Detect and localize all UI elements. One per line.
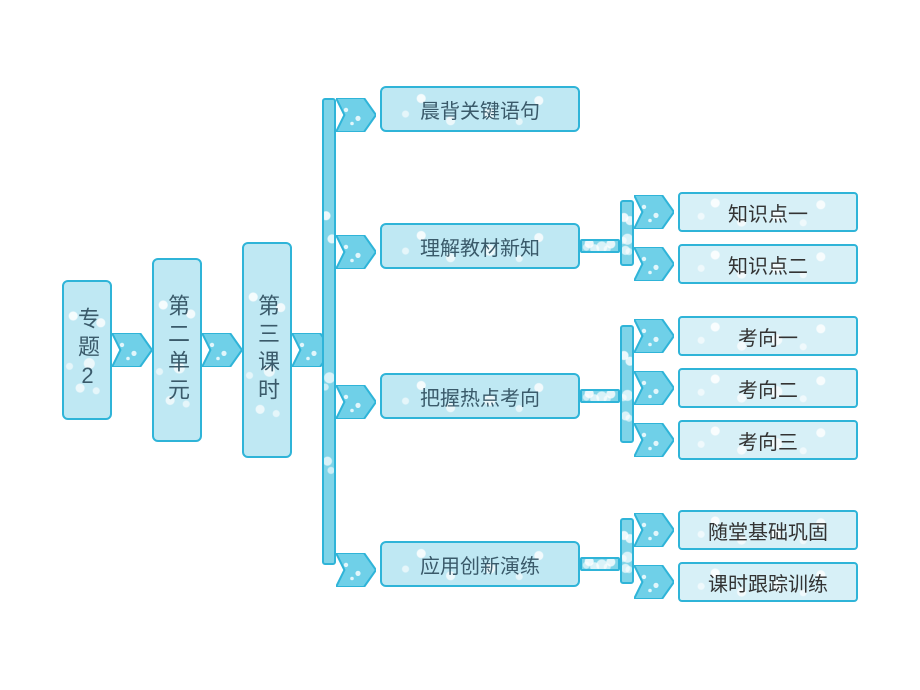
- leaf-6: 课时跟踪训练: [678, 562, 858, 602]
- spine-arrow-0: [112, 333, 152, 367]
- mid-arrow-m3: [336, 385, 376, 419]
- leaf-arrow-6: [634, 565, 674, 599]
- stub-m2: [580, 239, 620, 253]
- mid-m1-label: 晨背关键语句: [420, 95, 540, 124]
- leaf-arrow-5: [634, 513, 674, 547]
- spine-root: 专题2: [62, 280, 112, 420]
- spine-unit-label: 第二单元: [161, 294, 193, 406]
- stub-m4: [580, 557, 620, 571]
- mid-arrow-m2: [336, 235, 376, 269]
- mid-m2: 理解教材新知: [380, 223, 580, 269]
- leaf-0-label: 知识点一: [728, 198, 808, 227]
- leaf-6-label: 课时跟踪训练: [708, 568, 828, 597]
- leaf-3: 考向二: [678, 368, 858, 408]
- mid-arrow-m4: [336, 553, 376, 587]
- leaf-vbar-m4: [620, 518, 634, 584]
- mid-m1: 晨背关键语句: [380, 86, 580, 132]
- mid-m2-label: 理解教材新知: [420, 232, 540, 261]
- mid-m3-label: 把握热点考向: [420, 382, 540, 411]
- leaf-4: 考向三: [678, 420, 858, 460]
- stub-m3: [580, 389, 620, 403]
- spine-class-label: 第三课时: [251, 294, 283, 406]
- mid-m4: 应用创新演练: [380, 541, 580, 587]
- mid-m3: 把握热点考向: [380, 373, 580, 419]
- leaf-vbar-m2: [620, 200, 634, 266]
- leaf-2-label: 考向一: [738, 322, 798, 351]
- mid-m4-label: 应用创新演练: [420, 550, 540, 579]
- leaf-3-label: 考向二: [738, 374, 798, 403]
- spine-class: 第三课时: [242, 242, 292, 458]
- mid-vbar: [322, 98, 336, 565]
- spine-arrow-1: [202, 333, 242, 367]
- leaf-arrow-1: [634, 247, 674, 281]
- spine-root-label: 专题2: [71, 307, 103, 394]
- leaf-arrow-0: [634, 195, 674, 229]
- leaf-5: 随堂基础巩固: [678, 510, 858, 550]
- leaf-4-label: 考向三: [738, 426, 798, 455]
- leaf-5-label: 随堂基础巩固: [708, 516, 828, 545]
- mid-arrow-m1: [336, 98, 376, 132]
- leaf-arrow-2: [634, 319, 674, 353]
- leaf-vbar-m3: [620, 325, 634, 443]
- leaf-arrow-3: [634, 371, 674, 405]
- leaf-1: 知识点二: [678, 244, 858, 284]
- leaf-2: 考向一: [678, 316, 858, 356]
- leaf-arrow-4: [634, 423, 674, 457]
- spine-unit: 第二单元: [152, 258, 202, 442]
- leaf-1-label: 知识点二: [728, 250, 808, 279]
- leaf-0: 知识点一: [678, 192, 858, 232]
